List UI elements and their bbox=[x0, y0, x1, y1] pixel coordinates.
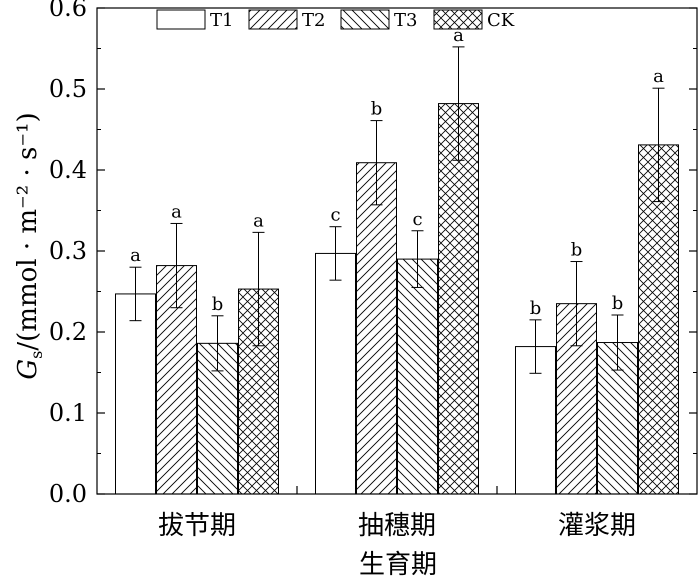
legend-label-t2: T2 bbox=[302, 10, 325, 31]
significance-letter: b bbox=[371, 99, 383, 120]
y-tick-label: 0.3 bbox=[49, 237, 87, 265]
significance-letter: b bbox=[212, 294, 224, 315]
bars-layer: a a b a c b c a b b b a bbox=[115, 25, 679, 495]
significance-letter: a bbox=[130, 245, 141, 266]
significance-letter: a bbox=[253, 210, 264, 231]
legend-label-t1: T1 bbox=[210, 10, 233, 31]
x-axis-title: 生育期 bbox=[359, 550, 437, 580]
bar-ck bbox=[438, 103, 479, 495]
legend: T1 T2 T3 CK bbox=[156, 9, 515, 31]
y-tick-label: 0.6 bbox=[49, 0, 87, 22]
bar-ck bbox=[638, 144, 679, 495]
legend-label-ck: CK bbox=[487, 10, 515, 31]
y-axis-subscript: s bbox=[27, 351, 46, 359]
y-tick-label: 0.4 bbox=[49, 156, 87, 184]
significance-letter: c bbox=[330, 205, 340, 226]
x-tick-label: 灌浆期 bbox=[558, 511, 636, 541]
y-tick-label: 0.0 bbox=[49, 480, 87, 508]
y-tick-label: 0.5 bbox=[49, 75, 87, 103]
legend-swatch-t2 bbox=[248, 9, 298, 30]
legend-label-t3: T3 bbox=[394, 10, 417, 31]
significance-letter: a bbox=[453, 25, 464, 46]
bar-t1 bbox=[115, 293, 156, 495]
legend-swatch-ck bbox=[433, 9, 483, 30]
significance-letter: a bbox=[653, 66, 664, 87]
y-tick-label: 0.2 bbox=[49, 318, 87, 346]
significance-letter: b bbox=[571, 240, 583, 261]
significance-letter: b bbox=[530, 298, 542, 319]
axes-layer: 拔节期 抽穗期 灌浆期 0.0 0.1 0.2 0.3 0.4 0.5 0.6 bbox=[49, 0, 698, 541]
x-tick-label: 拔节期 bbox=[158, 511, 236, 541]
y-tick-label: 0.1 bbox=[49, 399, 87, 427]
legend-swatch-t3 bbox=[340, 9, 390, 30]
bar-t3 bbox=[397, 258, 438, 495]
y-axis-title: Gs/(mmol · m⁻² · s⁻¹) bbox=[13, 112, 46, 379]
significance-letter: b bbox=[612, 293, 624, 314]
bar-t2 bbox=[356, 162, 397, 495]
y-axis-symbol: G bbox=[13, 359, 43, 380]
x-tick-label: 抽穗期 bbox=[358, 511, 436, 541]
y-axis-unit: /(mmol · m⁻² · s⁻¹) bbox=[13, 112, 43, 350]
bar-t1 bbox=[515, 346, 556, 495]
legend-swatch-t1 bbox=[156, 9, 206, 30]
bar-t1 bbox=[315, 252, 356, 495]
significance-letter: c bbox=[412, 209, 422, 230]
significance-letter: a bbox=[171, 201, 182, 222]
